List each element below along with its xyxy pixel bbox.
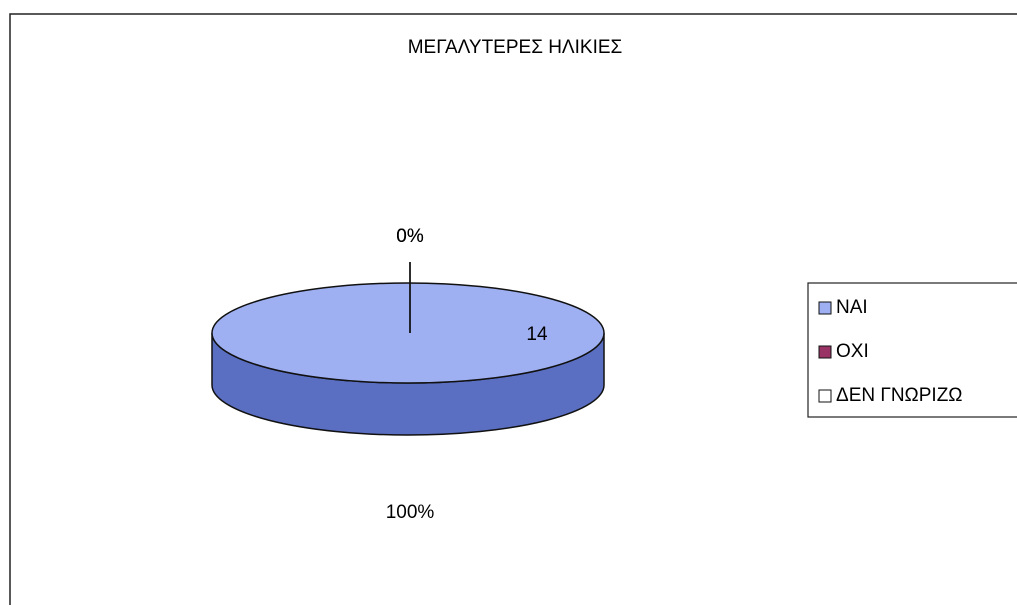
legend-swatch	[818, 301, 832, 315]
slice-percent-label: 0%	[396, 226, 424, 247]
legend-label: ΝΑΙ	[836, 297, 868, 318]
legend-label: ΟΧΙ	[836, 341, 869, 362]
chart-border	[9, 13, 1017, 605]
slice-percent-label: 0%	[396, 226, 424, 247]
legend-label: ΔΕΝ ΓΝΩΡΙΖΩ	[836, 385, 963, 406]
pie-slice	[211, 282, 605, 384]
legend-swatch	[818, 389, 832, 403]
slice-value-label: 14	[526, 324, 548, 345]
legend-swatch	[818, 345, 832, 359]
legend-box	[807, 282, 1017, 418]
slice-percent-label: 100%	[386, 502, 435, 523]
chart-title: ΜΕΓΑΛΥΤΕΡΕΣ ΗΛΙΚΙΕΣ	[408, 37, 623, 58]
